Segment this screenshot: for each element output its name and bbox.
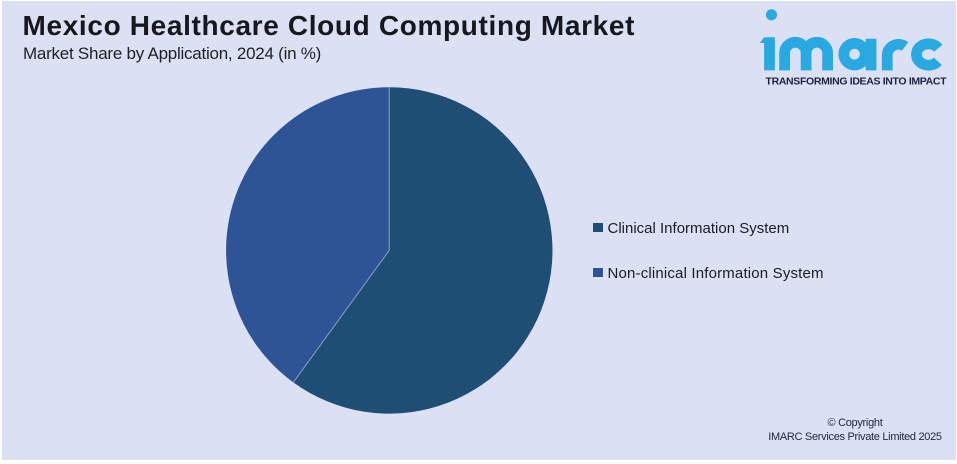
svg-text:TRANSFORMING IDEAS INTO IMPACT: TRANSFORMING IDEAS INTO IMPACT — [766, 75, 948, 87]
